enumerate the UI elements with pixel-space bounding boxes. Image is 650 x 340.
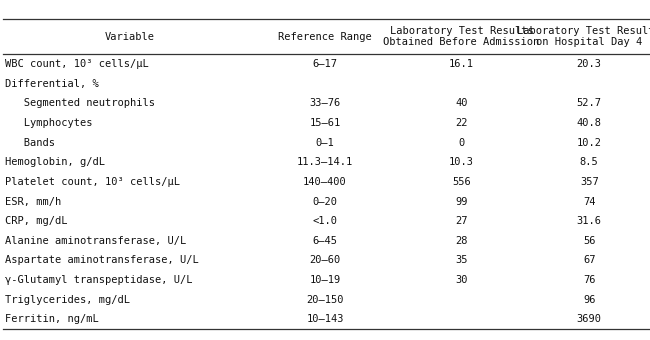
Text: Aspartate aminotransferase, U/L: Aspartate aminotransferase, U/L xyxy=(5,255,198,266)
Text: Lymphocytes: Lymphocytes xyxy=(5,118,92,128)
Text: Differential, %: Differential, % xyxy=(5,79,98,89)
Text: Bands: Bands xyxy=(5,138,55,148)
Text: 140–400: 140–400 xyxy=(303,177,347,187)
Text: Alanine aminotransferase, U/L: Alanine aminotransferase, U/L xyxy=(5,236,186,246)
Text: 52.7: 52.7 xyxy=(577,99,602,108)
Text: Reference Range: Reference Range xyxy=(278,32,372,41)
Text: 3690: 3690 xyxy=(577,314,602,324)
Text: CRP, mg/dL: CRP, mg/dL xyxy=(5,216,67,226)
Text: 10–143: 10–143 xyxy=(306,314,344,324)
Text: 33–76: 33–76 xyxy=(309,99,341,108)
Text: Triglycerides, mg/dL: Triglycerides, mg/dL xyxy=(5,295,129,305)
Text: 6–17: 6–17 xyxy=(313,59,337,69)
Text: 67: 67 xyxy=(583,255,595,266)
Text: WBC count, 10³ cells/μL: WBC count, 10³ cells/μL xyxy=(5,59,148,69)
Text: 10–19: 10–19 xyxy=(309,275,341,285)
Text: 0–1: 0–1 xyxy=(316,138,334,148)
Text: 22: 22 xyxy=(455,118,468,128)
Text: 99: 99 xyxy=(455,197,468,207)
Text: 20.3: 20.3 xyxy=(577,59,602,69)
Text: 0–20: 0–20 xyxy=(313,197,337,207)
Text: Hemoglobin, g/dL: Hemoglobin, g/dL xyxy=(5,157,105,167)
Text: 20–60: 20–60 xyxy=(309,255,341,266)
Text: 15–61: 15–61 xyxy=(309,118,341,128)
Text: 10.2: 10.2 xyxy=(577,138,602,148)
Text: Ferritin, ng/mL: Ferritin, ng/mL xyxy=(5,314,98,324)
Text: 357: 357 xyxy=(580,177,599,187)
Text: 16.1: 16.1 xyxy=(449,59,474,69)
Text: Platelet count, 10³ cells/μL: Platelet count, 10³ cells/μL xyxy=(5,177,179,187)
Text: Segmented neutrophils: Segmented neutrophils xyxy=(5,99,155,108)
Text: 40.8: 40.8 xyxy=(577,118,602,128)
Text: 40: 40 xyxy=(455,99,468,108)
Text: 0: 0 xyxy=(458,138,465,148)
Text: 20–150: 20–150 xyxy=(306,295,344,305)
Text: 31.6: 31.6 xyxy=(577,216,602,226)
Text: Laboratory Test Results
Obtained Before Admission: Laboratory Test Results Obtained Before … xyxy=(384,26,540,47)
Text: 8.5: 8.5 xyxy=(580,157,599,167)
Text: Variable: Variable xyxy=(105,32,155,41)
Text: 28: 28 xyxy=(455,236,468,246)
Text: 76: 76 xyxy=(583,275,595,285)
Text: 96: 96 xyxy=(583,295,595,305)
Text: 56: 56 xyxy=(583,236,595,246)
Text: ESR, mm/h: ESR, mm/h xyxy=(5,197,61,207)
Text: Laboratory Test Results
on Hospital Day 4: Laboratory Test Results on Hospital Day … xyxy=(517,26,650,47)
Text: 11.3–14.1: 11.3–14.1 xyxy=(297,157,353,167)
Text: 10.3: 10.3 xyxy=(449,157,474,167)
Text: 74: 74 xyxy=(583,197,595,207)
Text: 27: 27 xyxy=(455,216,468,226)
Text: 556: 556 xyxy=(452,177,471,187)
Text: 30: 30 xyxy=(455,275,468,285)
Text: 6–45: 6–45 xyxy=(313,236,337,246)
Text: <1.0: <1.0 xyxy=(313,216,337,226)
Text: 35: 35 xyxy=(455,255,468,266)
Text: γ-Glutamyl transpeptidase, U/L: γ-Glutamyl transpeptidase, U/L xyxy=(5,275,192,285)
